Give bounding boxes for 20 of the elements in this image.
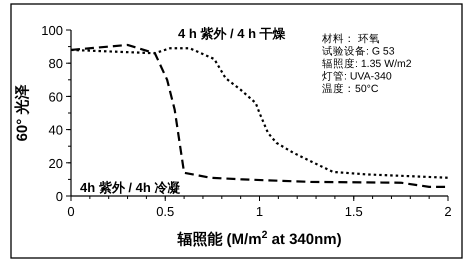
y-tick-label: 100 [41,23,63,38]
annotation: 试验设备: G 53 [322,46,395,58]
x-axis-title: 辐照能 (M/m$^{2}$ at 340nm) [176,229,342,248]
annotation: 材料： 环氧 [322,33,380,45]
x-tick-label: 0 [67,204,75,219]
y-tick-label: 80 [48,56,63,72]
annotation: 辐照度: 1.35 W/m2 [322,58,412,70]
series-label: 4 h 紫外 / 4 h 干燥 [178,26,286,41]
annotation: 灯管: UVA-340 [322,70,392,82]
y-tick-label: 20 [48,156,63,171]
y-tick-label: 40 [48,122,63,138]
x-tick-label: 0.5 [156,204,174,219]
y-tick-label: 60 [48,89,63,104]
series-label: 4h 紫外 / 4h 冷凝 [80,180,180,195]
x-tick-label: 1.5 [344,204,363,219]
annotation: 温度：50°C [322,83,378,95]
y-tick-label: 0 [56,189,63,204]
y-axis-title: 60° 光泽 [14,84,31,142]
x-tick-label: 1 [256,204,264,219]
x-tick-label: 2 [444,204,452,219]
